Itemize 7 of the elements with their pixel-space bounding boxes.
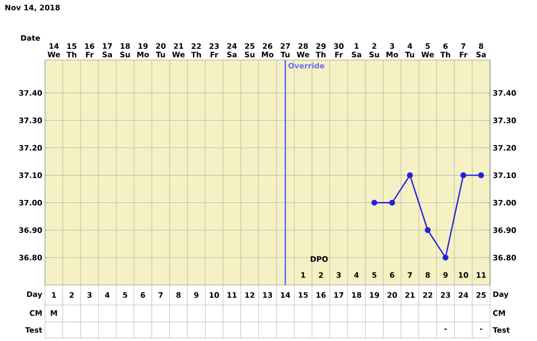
point [460,172,466,178]
point [389,200,396,206]
point [371,200,378,206]
point [424,227,431,234]
point [478,172,484,178]
point [442,254,448,260]
point [406,172,413,178]
